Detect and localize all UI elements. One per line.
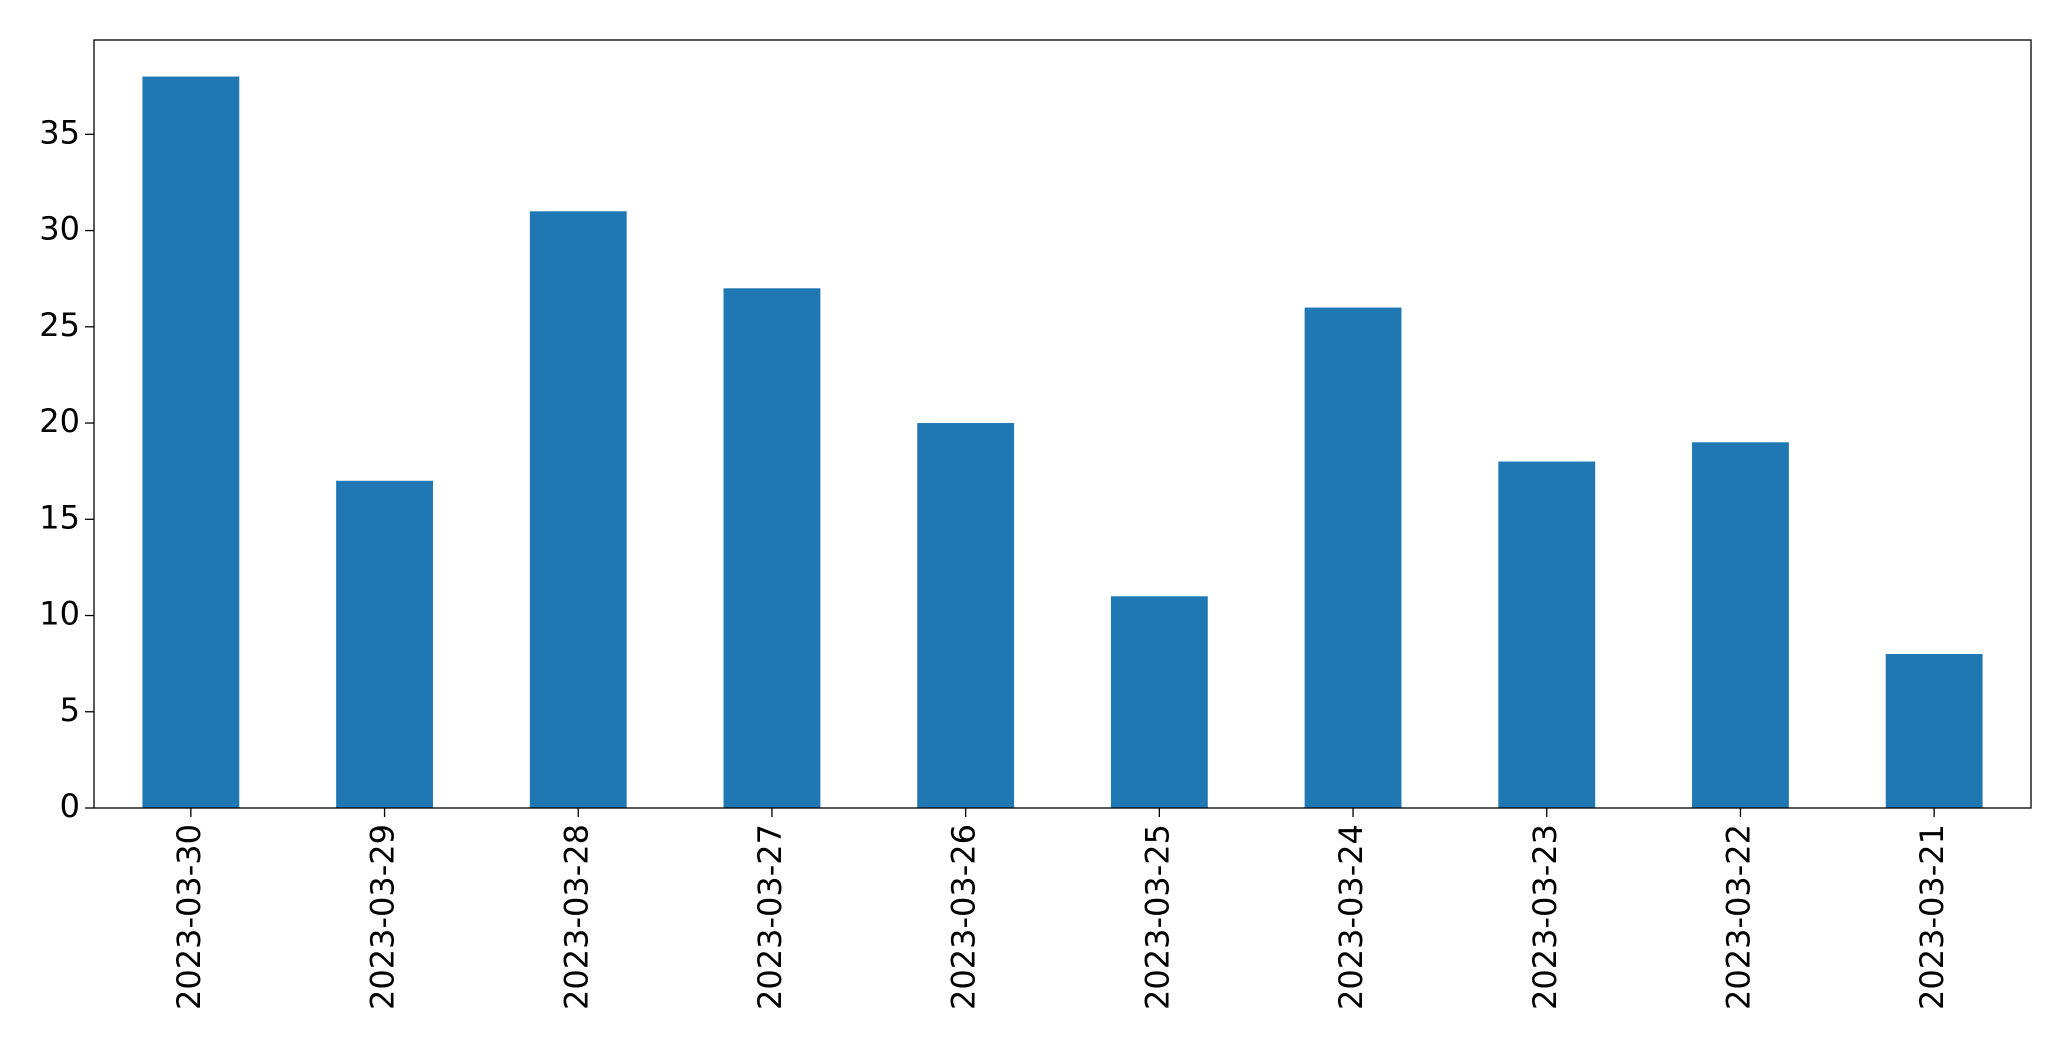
x-tick-label: 2023-03-30 <box>170 824 208 1010</box>
x-tick-label: 2023-03-28 <box>557 824 595 1010</box>
bar <box>1692 442 1789 808</box>
bar <box>142 76 240 809</box>
y-tick-label: 10 <box>39 595 80 633</box>
x-tick-label: 2023-03-23 <box>1526 824 1564 1010</box>
y-tick-label: 0 <box>60 787 80 825</box>
y-tick-label: 25 <box>39 306 80 344</box>
x-tick-label: 2023-03-22 <box>1719 824 1757 1010</box>
y-tick-label: 35 <box>39 113 80 151</box>
bar <box>917 423 1015 808</box>
x-tick-label: 2023-03-26 <box>945 824 983 1010</box>
bar <box>1885 654 1983 808</box>
bar <box>1304 307 1402 808</box>
x-tick-label: 2023-03-27 <box>751 824 789 1010</box>
bar <box>723 288 821 808</box>
bar <box>336 480 433 808</box>
bar <box>529 211 627 808</box>
plot-frame <box>93 39 2032 809</box>
y-tick-label: 5 <box>60 691 80 729</box>
x-tick-label: 2023-03-25 <box>1138 824 1176 1010</box>
bar <box>1110 596 1208 808</box>
y-tick-label: 15 <box>39 498 80 536</box>
x-tick-label: 2023-03-21 <box>1913 824 1951 1010</box>
x-tick-label: 2023-03-29 <box>364 824 402 1010</box>
bar <box>1498 461 1596 808</box>
x-tick-label: 2023-03-24 <box>1332 824 1370 1010</box>
y-tick-label: 30 <box>39 210 80 248</box>
y-tick-label: 20 <box>39 402 80 440</box>
